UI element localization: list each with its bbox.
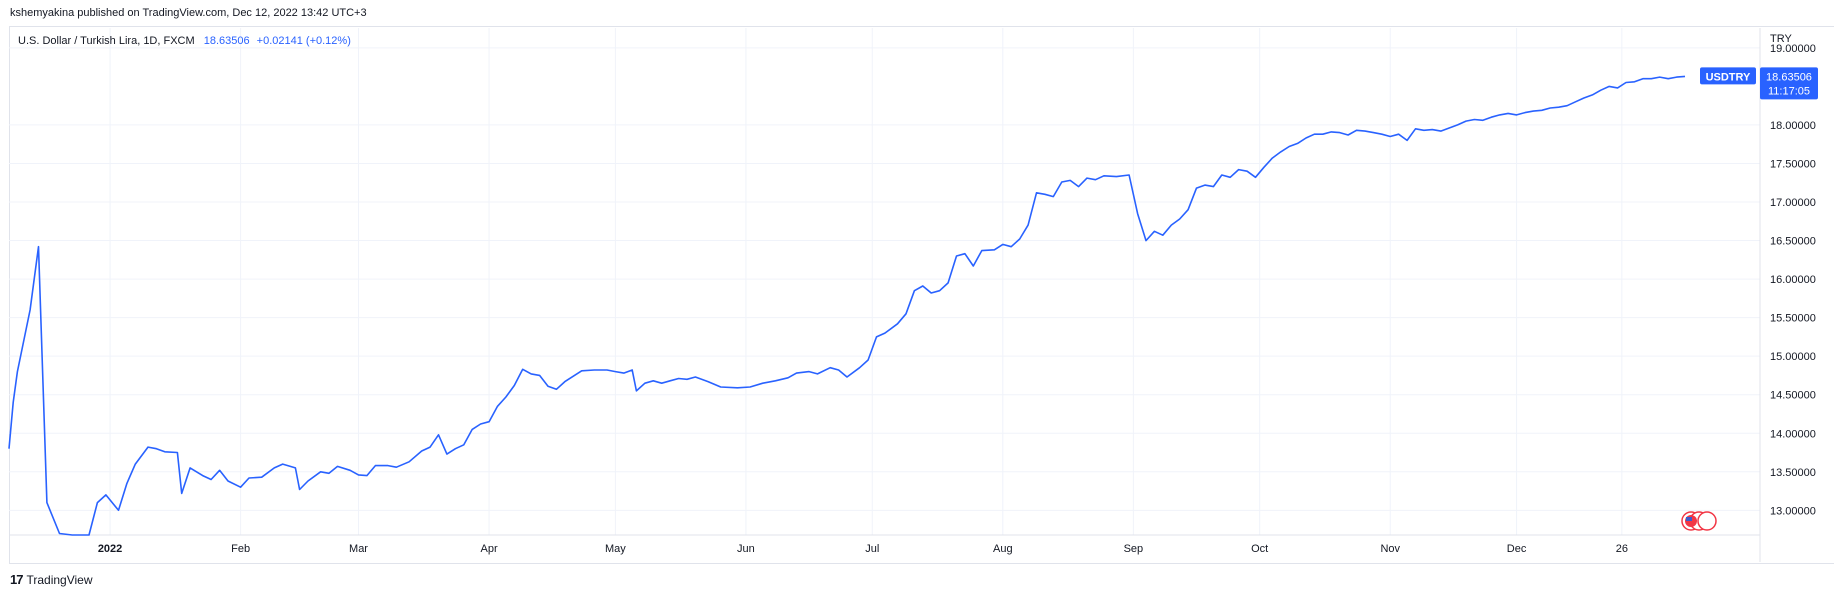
flag-canton-icon [1686,517,1692,521]
brand-name: TradingView [26,572,93,587]
y-tick-label: 19.00000 [1770,43,1816,55]
y-tick-label: 14.50000 [1770,390,1816,402]
last-value: 18.63506 [203,35,250,47]
x-tick-label: Feb [231,543,250,555]
x-tick-label: Jun [737,543,755,555]
footer-brand[interactable]: 17 TradingView [10,572,93,587]
y-tick-label: 15.50000 [1770,313,1816,325]
x-tick-label: Mar [349,543,368,555]
time-axis: 2022 Feb Mar Apr May Jun Jul Aug Sep Oct Nov Dec 26 [98,543,1628,555]
x-tick-label: 26 [1616,543,1628,555]
x-tick-label: Aug [993,543,1013,555]
currency-label: TRY [1770,33,1792,45]
last-price-badge: USDTRY 18.63506 11:17:05 [1700,67,1818,100]
publish-info: kshemyakina published on TradingView.com… [10,7,367,19]
x-tick-label: Jul [865,543,879,555]
x-tick-label: Oct [1251,543,1268,555]
y-tick-label: 14.00000 [1770,428,1816,440]
x-tick-label: Dec [1507,543,1527,555]
x-tick-label: Nov [1380,543,1400,555]
chart-frame[interactable] [9,26,1834,564]
x-tick-label: 2022 [98,543,122,555]
y-tick-label: 17.50000 [1770,158,1816,170]
y-tick-label: 15.00000 [1770,351,1816,363]
symbol-description: U.S. Dollar / Turkish Lira, 1D, FXCM [18,35,195,47]
usdtry-price-line [8,75,1686,536]
y-tick-label: 13.50000 [1770,467,1816,479]
y-tick-label: 18.00000 [1770,120,1816,132]
y-tick-label: 16.00000 [1770,274,1816,286]
chart-grid [9,28,1761,562]
price-axis: 19.00000 18.00000 17.50000 17.00000 16.50000… [1770,33,1816,517]
ticker-label: USDTRY [1706,71,1751,83]
price-tag-value: 18.63506 [1766,71,1812,83]
symbol-legend[interactable]: U.S. Dollar / Turkish Lira, 1D, FXCM 18.… [18,35,351,47]
economic-event-icon [1697,511,1717,531]
y-tick-label: 16.50000 [1770,236,1816,248]
countdown-label: 11:17:05 [1768,85,1810,97]
change-value: +0.02141 (+0.12%) [256,35,351,47]
y-tick-label: 13.00000 [1770,505,1816,517]
x-tick-label: May [605,543,626,555]
events-flag-icon [1681,511,1717,531]
y-tick-label: 17.00000 [1770,197,1816,209]
price-tag [1760,67,1818,100]
tradingview-logo-icon: 17 [10,572,24,587]
x-tick-label: Apr [480,543,497,555]
x-tick-label: Sep [1124,543,1144,555]
ticker-tag [1700,67,1756,85]
